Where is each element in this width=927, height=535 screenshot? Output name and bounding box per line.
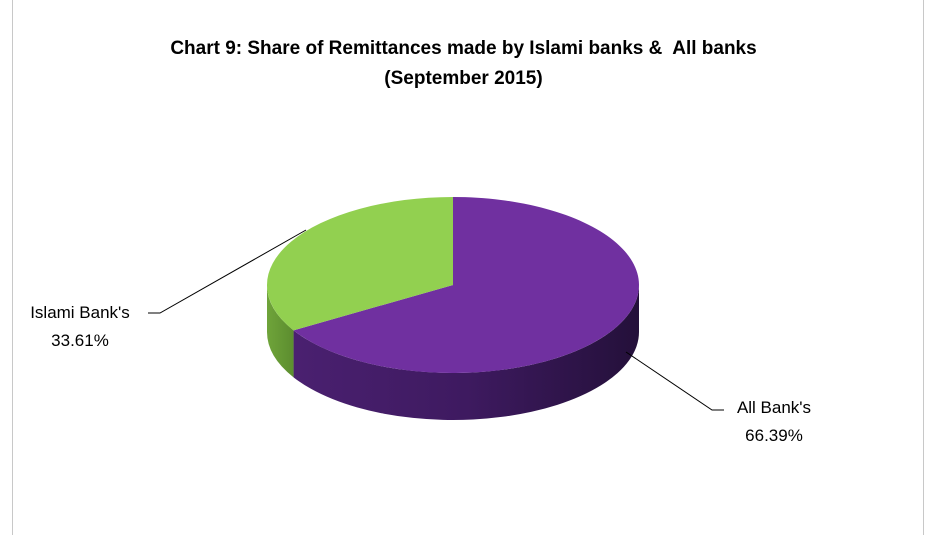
leader-line-islami-banks [148,229,307,314]
slice-value-all-banks: 66.39% [745,426,803,445]
slice-side-islami-banks [267,285,294,378]
slice-islami-banks [266,197,453,331]
slice-label-all-banks: All Bank's [737,398,811,417]
leader-line-all-banks [625,351,724,411]
chart-title-line-2: (September 2015) [384,68,543,89]
chart-title-line-1: Chart 9: Share of Remittances made by Is… [170,38,757,59]
slice-value-islami-banks: 33.61% [51,331,109,350]
slice-all-banks [293,197,639,374]
slice-side-all-banks [293,285,639,421]
slice-label-islami-banks: Islami Bank's [30,303,130,322]
chart-frame [12,0,924,535]
chart-title: Chart 9: Share of Remittances made by Is… [0,34,927,94]
